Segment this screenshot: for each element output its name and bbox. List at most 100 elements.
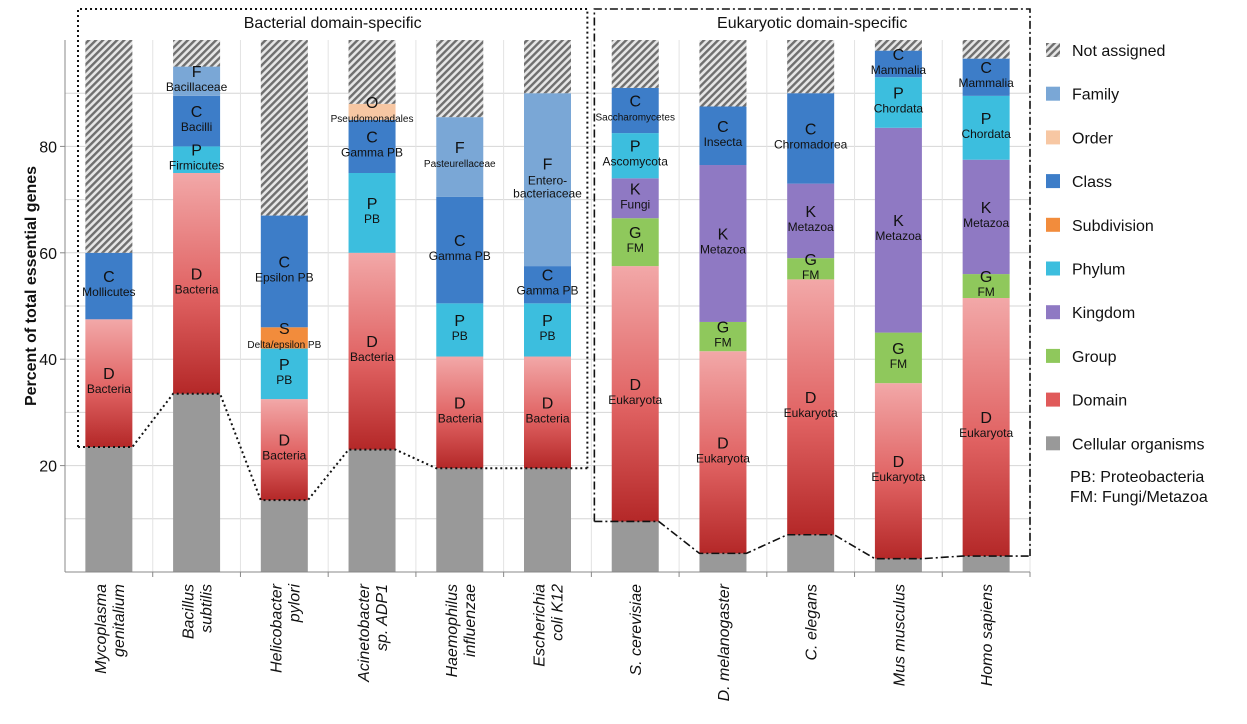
bar-label-text: Firmicutes xyxy=(169,159,224,173)
segment-cell xyxy=(436,468,484,572)
segment-cell xyxy=(787,534,835,572)
segment-na xyxy=(436,40,484,118)
segment-phylum xyxy=(874,77,922,128)
bar-label-text: Eukaryota xyxy=(696,451,750,465)
bar-labels: DBacteriaCMollicutesDBacteriaPFirmicutes… xyxy=(82,47,1014,484)
bar-label-text: Gamma PB xyxy=(429,249,491,263)
segment-group xyxy=(611,218,659,267)
segment-cell xyxy=(524,468,571,572)
bar-label-text: FM xyxy=(802,268,819,282)
y-axis-title: Percent of total essential genes xyxy=(23,166,40,406)
segment-domain xyxy=(874,383,922,559)
bacterial-boundary-line xyxy=(78,392,588,502)
legend-swatch-subdivision xyxy=(1046,217,1060,232)
segment-class xyxy=(348,119,396,173)
bar-label-letter: C xyxy=(191,104,203,121)
segment-cell xyxy=(699,553,747,572)
legend-label-na: Not assigned xyxy=(1072,43,1165,60)
x-tick-label-line: genitalium xyxy=(111,584,128,657)
legend-swatch-order xyxy=(1046,130,1060,145)
x-tick-label-line: Mus musculus xyxy=(891,584,908,686)
bar-label-letter: K xyxy=(805,204,816,221)
segment-cell xyxy=(874,558,922,572)
segment-domain xyxy=(85,319,133,447)
bar-label-text: Bacteria xyxy=(525,411,569,425)
bar-haemophilus-influenzae xyxy=(436,40,484,572)
bar-label-letter: P xyxy=(454,313,465,330)
bar-label-text: Bacilli xyxy=(181,120,212,134)
eukaryotic-boundary-line xyxy=(594,520,1030,560)
bar-label-text: bacteriaceae xyxy=(513,187,582,201)
segment-family xyxy=(436,117,484,197)
bar-helicobacter-pylori xyxy=(260,40,308,572)
bar-label-letter: K xyxy=(718,226,729,243)
segment-family xyxy=(173,66,221,96)
segment-domain xyxy=(611,266,659,522)
group-title-bacterial: Bacterial domain-specific xyxy=(244,15,422,32)
bar-label-letter: G xyxy=(892,341,904,358)
bar-label-text: Bacteria xyxy=(175,282,219,296)
segment-kingdom xyxy=(611,178,659,219)
segment-domain xyxy=(436,356,484,469)
bars xyxy=(85,40,1010,572)
bar-label-text: FM xyxy=(627,241,644,255)
x-tick-label-line: Helicobacter xyxy=(268,583,285,673)
segment-domain xyxy=(787,279,835,535)
bar-label-letter: G xyxy=(717,320,729,337)
bar-label-text: Bacteria xyxy=(438,411,482,425)
segment-cell xyxy=(85,446,133,572)
segment-domain xyxy=(173,173,221,394)
legend-label-class: Class xyxy=(1072,174,1112,191)
segment-class xyxy=(787,93,835,184)
bar-label-letter: G xyxy=(980,269,992,286)
segment-class xyxy=(874,50,922,78)
bar-label-text: Eukaryota xyxy=(871,470,925,484)
bar-escherichia-coli-k12 xyxy=(524,40,571,572)
bar-label-text: Mammalia xyxy=(958,76,1014,90)
segment-subdivision xyxy=(260,327,308,349)
segment-na xyxy=(962,40,1010,59)
bar-label-text: Eukaryota xyxy=(608,393,662,407)
x-tick-label-s-cerevisiae: S. cerevisiae xyxy=(628,584,645,676)
bar-homo-sapiens xyxy=(962,40,1010,572)
bar-label-letter: C xyxy=(805,121,817,138)
bar-label-letter: C xyxy=(366,129,378,146)
bar-mycoplasma-genitalium xyxy=(85,40,133,572)
legend-swatch-group xyxy=(1046,348,1060,363)
legend-swatch-cell xyxy=(1046,436,1060,451)
segment-class xyxy=(699,106,747,166)
x-tick-label-line: coli K12 xyxy=(550,584,567,641)
bar-label-letter: C xyxy=(717,119,729,136)
bar-label-text: Pseudomonadales xyxy=(331,114,414,125)
bar-label-text: Chordata xyxy=(961,127,1011,141)
x-tick-label-line: Homo sapiens xyxy=(979,584,996,686)
segment-domain xyxy=(260,399,308,501)
segment-na xyxy=(874,40,922,51)
bar-label-letter: P xyxy=(191,143,202,160)
x-tick-label-line: influenzae xyxy=(462,584,479,657)
segment-phylum xyxy=(962,95,1010,160)
bar-label-text: Chordata xyxy=(874,102,924,116)
bar-label-text: FM xyxy=(714,336,731,350)
x-tick-label-line: Haemophilus xyxy=(444,584,461,677)
bar-label-letter: P xyxy=(279,357,290,374)
legend-label-domain: Domain xyxy=(1072,393,1127,410)
segment-cell xyxy=(611,521,659,572)
segment-phylum xyxy=(436,303,484,357)
segment-na xyxy=(524,40,571,94)
segment-cell xyxy=(348,449,396,572)
bar-bacillus-subtilis xyxy=(173,40,221,572)
segment-class xyxy=(173,95,221,147)
legend-swatch-class xyxy=(1046,174,1060,189)
bar-label-text: Bacteria xyxy=(262,449,306,463)
x-tick-label-acinetobacter-sp-adp1: Acinetobacter sp. ADP1 xyxy=(356,583,391,683)
legend-label-cell: Cellular organisms xyxy=(1072,436,1205,453)
legend-label-order: Order xyxy=(1072,130,1114,147)
x-tick-label-c-elegans: C. elegans xyxy=(804,584,821,661)
bar-label-letter: C xyxy=(103,269,115,286)
bar-label-letter: K xyxy=(893,213,904,230)
segment-kingdom xyxy=(787,183,835,259)
bar-label-letter: G xyxy=(629,225,641,242)
segment-kingdom xyxy=(962,159,1010,275)
bar-label-letter: F xyxy=(543,157,553,174)
